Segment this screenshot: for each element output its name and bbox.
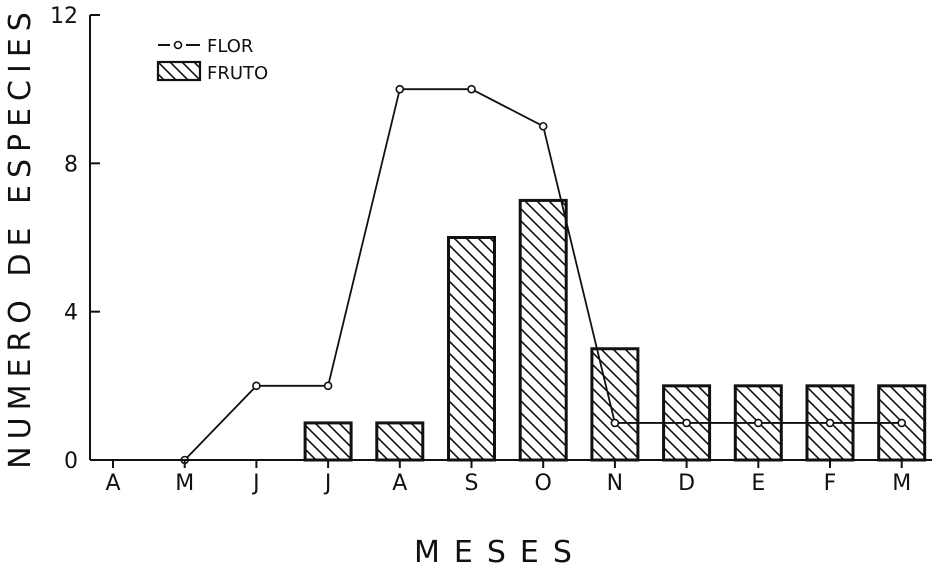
x-tick-label: J [251,471,260,496]
flor-point [538,121,548,131]
x-tick-label: M [175,471,194,496]
y-tick-label: 8 [64,152,78,177]
flor-point [610,418,620,428]
y-axis-title: NUMERO DE ESPECIES [3,5,38,469]
y-tick-label: 12 [50,4,78,29]
x-tick-label: A [105,471,120,496]
x-tick-label: J [323,471,332,496]
flor-point [252,381,261,391]
legend-flor-label: FLOR [207,36,253,57]
bar-fruto [447,236,496,462]
bar-fruto [590,347,640,462]
flor-line-layer [180,84,907,465]
flor-point [682,418,691,428]
bar-fruto [303,421,353,462]
legend: FLOR FRUTO [156,36,268,84]
y-tick-label: 0 [64,449,78,474]
y-ticks: 0 4 8 12 [50,4,100,474]
x-tick-label: M [892,471,911,496]
legend-flor-marker [173,40,183,50]
legend-fruto-swatch [156,60,202,82]
x-tick-label: A [392,471,407,496]
y-tick-label: 4 [64,301,78,326]
flor-point [467,84,476,94]
x-tick-label: N [607,471,623,496]
x-tick-label: D [678,471,695,496]
bar-fruto [518,198,568,462]
x-tick-label: E [751,471,765,496]
flor-point [897,418,907,428]
x-tick-label: O [535,471,552,496]
flor-point [323,381,333,391]
flor-point [395,84,405,94]
bars-layer [303,198,927,462]
legend-fruto-label: FRUTO [207,63,268,84]
x-axis-title: MESES [414,535,586,566]
x-tick-label: F [824,471,837,496]
flor-point [753,418,763,428]
x-tick-label: S [465,471,479,496]
bar-fruto [375,421,425,462]
flor-point [825,418,835,428]
